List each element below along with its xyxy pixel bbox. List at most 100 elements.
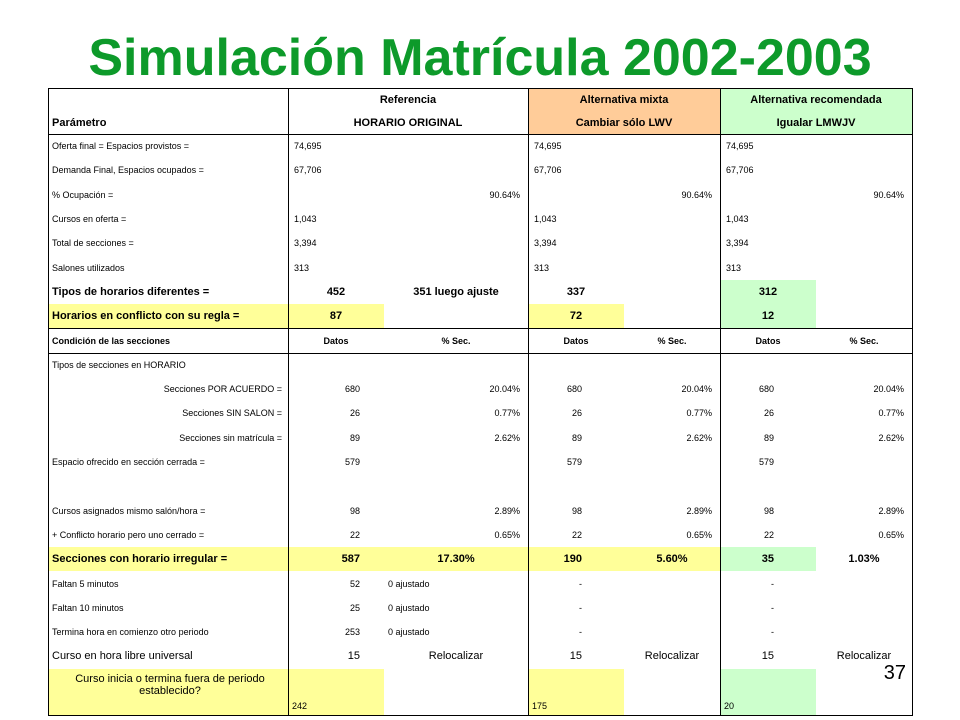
cell-highlight	[288, 547, 384, 572]
cell-highlight	[720, 279, 816, 305]
table-cell: 587	[341, 553, 360, 566]
table-border	[720, 88, 721, 715]
table-cell: 2.62%	[878, 432, 904, 443]
table-cell	[624, 304, 720, 328]
table-cell	[624, 571, 720, 595]
row-label: Secciones con horario irregular =	[52, 553, 228, 566]
row-label: Cursos en oferta =	[52, 214, 127, 225]
table-cell: 5.60%	[656, 553, 688, 566]
table-cell: 2.89%	[686, 505, 712, 516]
table-cell: 22	[571, 529, 582, 540]
table-cell	[816, 158, 912, 182]
page-number: 37	[883, 662, 906, 684]
cell-highlight	[48, 304, 288, 329]
table-cell: -	[579, 578, 582, 589]
header-scenario-label: Igualar LMWJV	[776, 117, 856, 129]
table-cell	[624, 450, 720, 474]
table-cell: 25	[349, 602, 360, 613]
table-cell: 67,706	[294, 165, 322, 176]
table-cell	[288, 183, 384, 207]
table-cell: 3,394	[726, 238, 749, 249]
header-group-label: Alternativa recomendada	[750, 94, 882, 106]
cell-highlight	[288, 304, 384, 329]
table-cell	[816, 474, 912, 498]
table-cell	[384, 474, 528, 498]
table-cell: 67,706	[534, 165, 562, 176]
row-label: Cursos asignados mismo salón/hora =	[52, 505, 206, 516]
table-border	[48, 88, 912, 89]
table-cell	[624, 353, 720, 377]
section-header-cell: % Sec.	[441, 335, 471, 346]
table-border	[48, 134, 912, 135]
table-cell: 0 ajustado	[388, 578, 430, 589]
row-label: Oferta final = Espacios provistos =	[52, 141, 190, 152]
table-cell: 89	[763, 432, 774, 443]
section-header-cell: Datos	[323, 335, 349, 346]
row-label: Demanda Final, Espacios ocupados =	[52, 165, 204, 176]
table-cell: 312	[758, 285, 778, 298]
table-cell: 26	[763, 408, 774, 419]
row-label: + Conflicto horario pero uno cerrado =	[52, 529, 205, 540]
table-cell	[816, 596, 912, 620]
table-cell	[624, 280, 720, 304]
row-label: Secciones SIN SALON =	[182, 408, 282, 419]
cell-highlight	[624, 547, 720, 572]
cell-highlight	[528, 88, 720, 134]
simulation-table: Parámetro Referencia HORARIO ORIGINAL Alter…	[48, 88, 913, 716]
header-scenario-label: HORARIO ORIGINAL	[353, 117, 463, 129]
cell-highlight	[288, 668, 384, 715]
table-cell: 2.89%	[494, 505, 520, 516]
table-cell	[624, 256, 720, 280]
table-cell	[384, 304, 528, 328]
table-cell: 26	[349, 408, 360, 419]
table-cell: 680	[758, 384, 774, 395]
cell-highlight	[384, 547, 528, 572]
section-header-cell: % Sec.	[849, 335, 879, 346]
row-label: Salones utilizados	[52, 262, 125, 273]
row-label: % Ocupación =	[52, 189, 114, 200]
table-cell	[384, 134, 528, 158]
table-cell	[624, 158, 720, 182]
table-cell	[720, 474, 816, 498]
table-cell	[816, 620, 912, 644]
table-cell: 579	[566, 457, 582, 468]
row-label: Faltan 10 minutos	[52, 602, 124, 613]
table-cell: 0.65%	[686, 529, 712, 540]
table-cell: 35	[761, 553, 774, 566]
table-cell: Relocalizar	[836, 650, 892, 663]
header-group-label	[48, 88, 288, 112]
table-cell: Relocalizar	[644, 650, 700, 663]
table-border	[48, 88, 49, 715]
table-cell	[816, 571, 912, 595]
table-cell: 90.64%	[489, 189, 520, 200]
table-cell	[624, 134, 720, 158]
table-cell: -	[771, 578, 774, 589]
row-label: Espacio ofrecido en sección cerrada =	[52, 457, 205, 468]
table-cell	[528, 353, 624, 377]
table-cell	[816, 134, 912, 158]
table-cell: Relocalizar	[428, 650, 484, 663]
table-cell: 12	[761, 310, 775, 323]
table-cell	[384, 353, 528, 377]
table-cell: 3,394	[534, 238, 557, 249]
table-cell: 0 ajustado	[388, 602, 430, 613]
table-cell	[624, 207, 720, 231]
table-cell	[816, 450, 912, 474]
table-cell: -	[579, 602, 582, 613]
table-cell: 680	[344, 384, 360, 395]
table-cell	[624, 474, 720, 498]
table-cell: 72	[569, 310, 583, 323]
table-border	[288, 88, 289, 715]
table-cell: 98	[349, 505, 360, 516]
cell-highlight	[528, 547, 624, 572]
table-cell: 1,043	[726, 214, 749, 225]
row-label: Termina hora en comienzo otro periodo	[52, 627, 209, 638]
row-label: Horarios en conflicto con su regla =	[52, 310, 240, 323]
table-cell	[384, 207, 528, 231]
table-cell	[528, 474, 624, 498]
row-label	[48, 474, 288, 498]
table-border	[48, 328, 912, 330]
table-cell: 52	[349, 578, 360, 589]
table-cell: 0 ajustado	[388, 627, 430, 638]
table-border	[48, 352, 912, 354]
